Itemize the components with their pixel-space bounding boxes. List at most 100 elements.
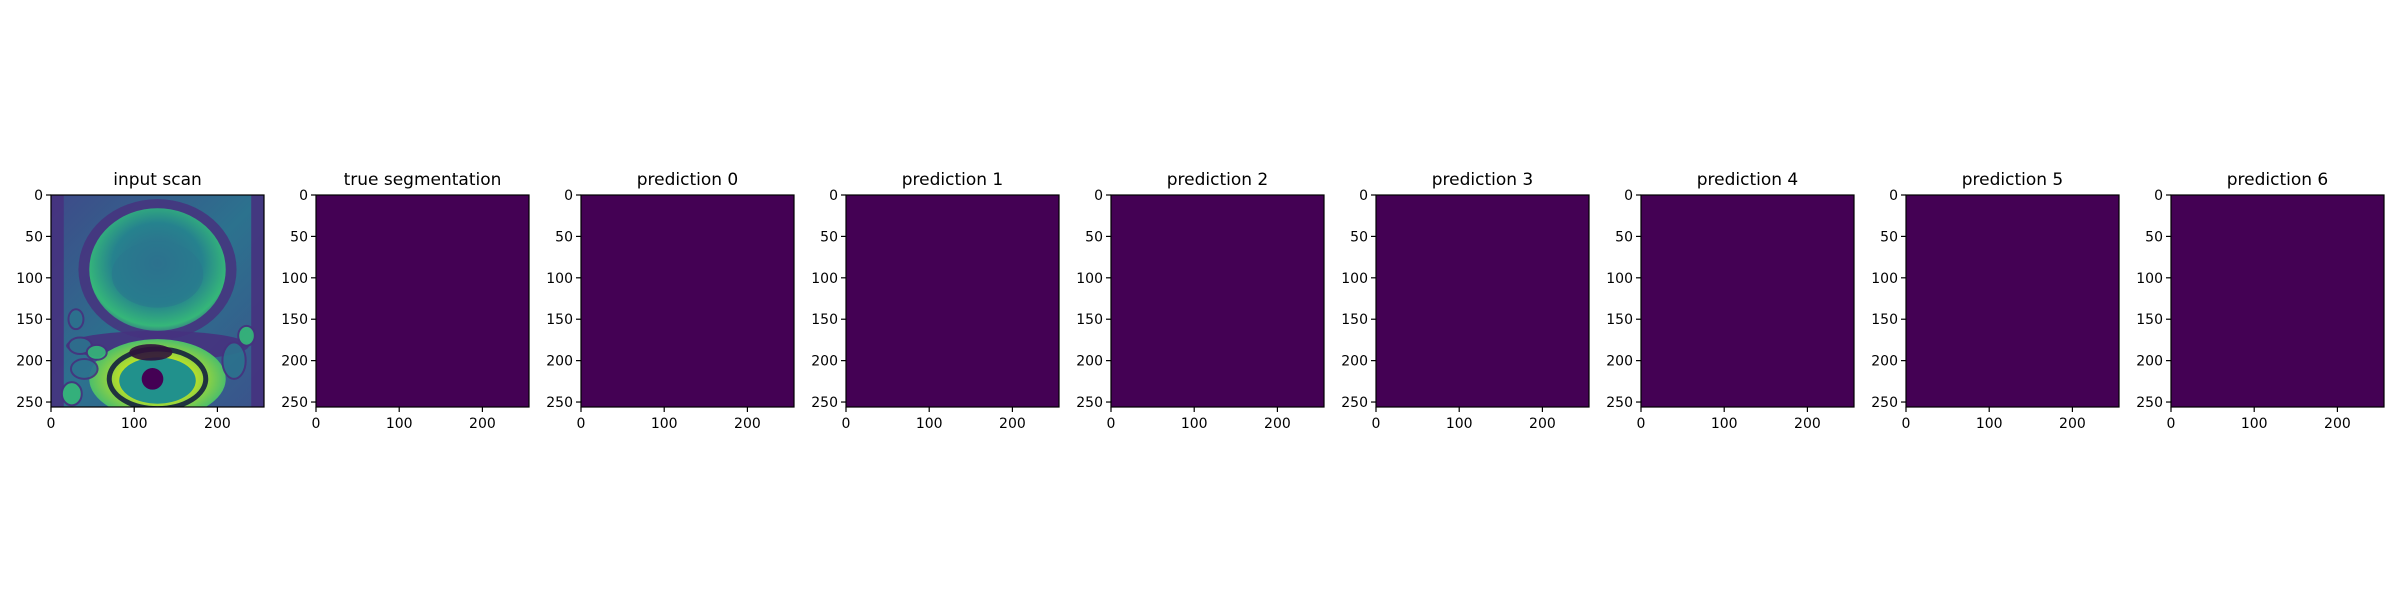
panel-title: prediction 5	[1962, 170, 2064, 190]
y-tick-label: 100	[1076, 271, 1103, 287]
y-tick-label: 250	[1341, 395, 1368, 411]
scan-texture-blob	[69, 357, 99, 380]
axes-frame	[1905, 194, 2120, 408]
scan-right-edge	[251, 195, 264, 407]
y-tick-label: 100	[811, 271, 838, 287]
axes-frame	[2170, 194, 2385, 408]
panel-title: input scan	[113, 170, 202, 190]
panel-4: prediction 2 0 100 200 0 50 100 150 200 250	[1076, 170, 1325, 432]
y-tick-label: 200	[16, 354, 43, 370]
scan-dark-notch	[129, 344, 173, 361]
axes-frame	[1640, 194, 1855, 408]
y-tick-label: 100	[16, 271, 43, 287]
y-tick-label: 250	[1606, 395, 1633, 411]
x-tick-label: 200	[999, 416, 1026, 432]
scan-texture-blob	[237, 324, 256, 347]
y-tick-label: 250	[1076, 395, 1103, 411]
axes-frame	[315, 194, 530, 408]
x-tick-label: 200	[204, 416, 231, 432]
y-tick-label: 50	[2145, 229, 2163, 245]
y-tick-label: 150	[1341, 312, 1368, 328]
y-tick-label: 150	[546, 312, 573, 328]
scan-image	[51, 195, 264, 407]
x-tick-label: 100	[121, 416, 148, 432]
y-tick-label: 150	[1076, 312, 1103, 328]
x-tick-label: 0	[2167, 416, 2176, 432]
scan-left-edge	[51, 195, 64, 407]
mask-image	[1376, 195, 1589, 407]
axes-frame	[50, 194, 265, 408]
y-tick-label: 250	[2136, 395, 2163, 411]
axes-frame	[1375, 194, 1590, 408]
scan-texture-blob	[85, 343, 108, 361]
y-tick-label: 0	[1889, 188, 1898, 204]
y-tick-label: 200	[811, 354, 838, 370]
y-tick-label: 50	[25, 229, 43, 245]
y-tick-label: 50	[1880, 229, 1898, 245]
panel-title: prediction 3	[1432, 170, 1534, 190]
y-tick-label: 50	[1350, 229, 1368, 245]
y-tick-label: 0	[299, 188, 308, 204]
axes-frame	[1110, 194, 1325, 408]
mask-image	[2171, 195, 2384, 407]
panel-6: prediction 4 0 100 200 0 50 100 150 200 250	[1606, 170, 1855, 432]
x-tick-label: 100	[386, 416, 413, 432]
y-tick-label: 200	[1871, 354, 1898, 370]
x-tick-label: 0	[577, 416, 586, 432]
y-tick-label: 250	[546, 395, 573, 411]
x-tick-label: 100	[1446, 416, 1473, 432]
panel-0: input scan 0 100 200 0 50 100 150 200 250	[16, 170, 265, 432]
mask-image	[846, 195, 1059, 407]
x-tick-label: 200	[469, 416, 496, 432]
y-tick-label: 150	[811, 312, 838, 328]
panel-title: prediction 1	[902, 170, 1004, 190]
mask-image	[1906, 195, 2119, 407]
panel-title: true segmentation	[344, 170, 502, 190]
y-tick-label: 100	[1871, 271, 1898, 287]
y-tick-label: 0	[564, 188, 573, 204]
panel-title: prediction 4	[1697, 170, 1799, 190]
x-tick-label: 200	[1264, 416, 1291, 432]
y-tick-label: 200	[1606, 354, 1633, 370]
axes-frame	[845, 194, 1060, 408]
x-tick-label: 100	[1711, 416, 1738, 432]
y-tick-label: 100	[546, 271, 573, 287]
x-tick-label: 0	[312, 416, 321, 432]
y-tick-label: 150	[16, 312, 43, 328]
x-tick-label: 200	[1794, 416, 1821, 432]
mask-image	[1111, 195, 1324, 407]
y-tick-label: 150	[281, 312, 308, 328]
panel-title: prediction 0	[637, 170, 739, 190]
x-tick-label: 200	[2059, 416, 2086, 432]
x-tick-label: 100	[916, 416, 943, 432]
x-tick-label: 0	[842, 416, 851, 432]
mask-image	[581, 195, 794, 407]
y-tick-label: 0	[2154, 188, 2163, 204]
panel-title: prediction 2	[1167, 170, 1269, 190]
y-tick-label: 200	[1341, 354, 1368, 370]
x-tick-label: 100	[2241, 416, 2268, 432]
y-tick-label: 0	[1094, 188, 1103, 204]
y-tick-label: 200	[281, 354, 308, 370]
scan-texture-blob	[221, 341, 247, 380]
y-tick-label: 50	[820, 229, 838, 245]
scan-organ-core	[111, 241, 204, 308]
x-tick-label: 0	[1107, 416, 1116, 432]
panel-5: prediction 3 0 100 200 0 50 100 150 200 250	[1341, 170, 1590, 432]
y-tick-label: 150	[1606, 312, 1633, 328]
y-tick-label: 200	[2136, 354, 2163, 370]
x-tick-label: 100	[651, 416, 678, 432]
y-tick-label: 200	[1076, 354, 1103, 370]
scan-texture-blob	[60, 381, 83, 407]
x-tick-label: 200	[734, 416, 761, 432]
y-tick-label: 250	[811, 395, 838, 411]
y-tick-label: 50	[290, 229, 308, 245]
y-tick-label: 0	[1359, 188, 1368, 204]
x-tick-label: 0	[1902, 416, 1911, 432]
x-tick-label: 0	[1372, 416, 1381, 432]
mask-image	[1641, 195, 1854, 407]
y-tick-label: 100	[2136, 271, 2163, 287]
y-tick-label: 100	[1341, 271, 1368, 287]
y-tick-label: 50	[1085, 229, 1103, 245]
